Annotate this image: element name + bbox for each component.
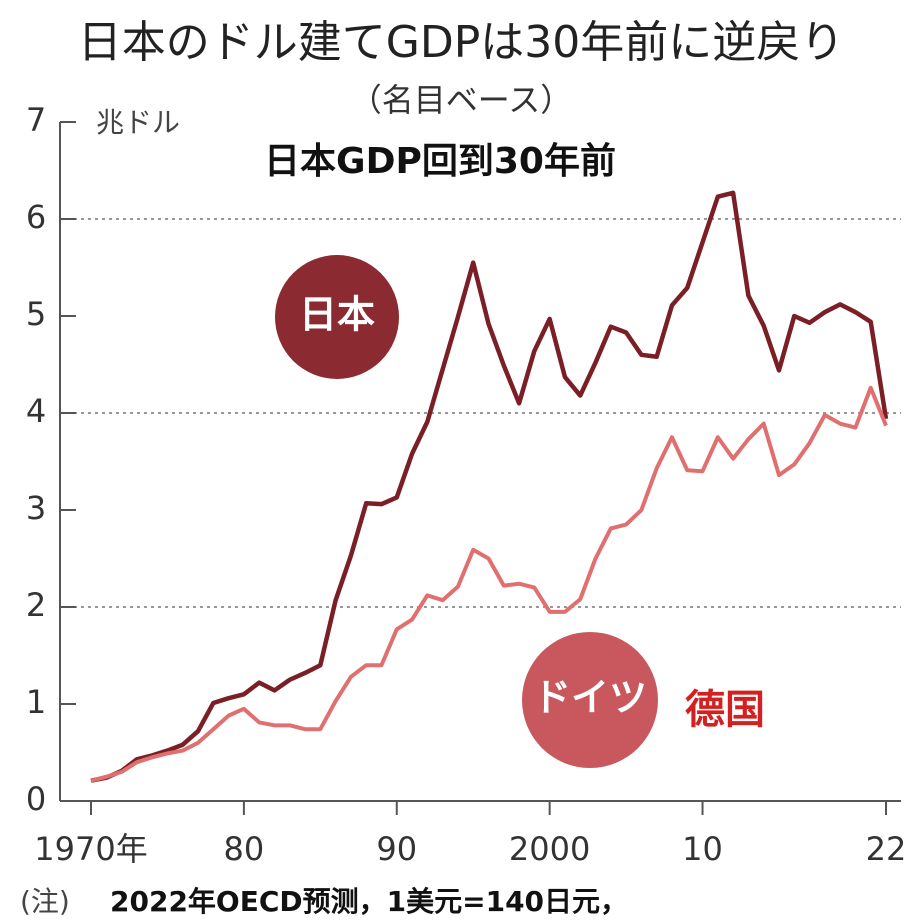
x-tick-label: 80	[224, 830, 265, 868]
annotation-de: 德国	[685, 687, 765, 733]
chart-subtitle: （名目ベース）	[350, 81, 572, 119]
x-tick-label: 90	[376, 830, 417, 868]
y-tick-label: 7	[26, 101, 46, 139]
note: 2022年OECD预测，1美元=140日元，	[110, 885, 628, 918]
legend-marker	[522, 632, 658, 768]
legend-label: 日本	[299, 293, 375, 337]
x-tick-label: 2000	[509, 830, 590, 868]
series-line	[90, 385, 888, 783]
note-label: (注)	[20, 885, 70, 918]
x-tick-label: 10	[682, 830, 723, 868]
annotation: 日本GDP回到30年前	[264, 141, 616, 182]
chart-title: 日本のドル建てGDPは30年前に逆戻り	[78, 17, 845, 68]
y-unit: 兆ドル	[96, 106, 180, 139]
y-tick-label: 5	[26, 295, 46, 333]
y-tick-label: 6	[26, 198, 46, 236]
legend-label: ドイツ	[533, 676, 647, 720]
series-line	[90, 190, 889, 783]
x-tick-label: 1970年	[34, 830, 147, 868]
y-tick-label: 4	[26, 392, 46, 430]
y-tick-label: 1	[26, 683, 46, 721]
y-tick-label: 0	[26, 780, 46, 818]
x-tick-label: 22	[866, 830, 907, 868]
y-tick-label: 3	[26, 489, 46, 527]
y-tick-label: 2	[26, 586, 46, 624]
legend-marker	[275, 255, 399, 379]
